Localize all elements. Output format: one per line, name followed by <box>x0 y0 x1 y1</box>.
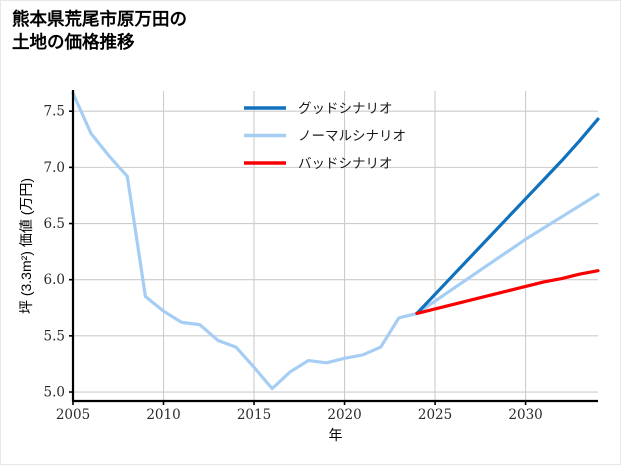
legend-label-バッドシナリオ[interactable]: バッドシナリオ <box>298 156 393 171</box>
y-tick-label-6.5: 6.5 <box>44 216 65 232</box>
series-line-バッドシナリオ <box>415 269 600 315</box>
page-title: 熊本県荒尾市原万田の 土地の価格推移 <box>12 9 187 53</box>
x-tick-label-2020: 2020 <box>327 407 361 423</box>
data-series-layer <box>71 91 600 391</box>
series-line-ノーマルシナリオ <box>71 91 600 391</box>
series-line-グッドシナリオ <box>415 117 600 315</box>
x-tick-label-2005: 2005 <box>56 407 90 423</box>
axis-titles: 年 坪 (3.3m²) 価値 (万円) <box>18 178 343 443</box>
legend-label-グッドシナリオ[interactable]: グッドシナリオ <box>298 101 393 116</box>
tick-labels: 5.0 5.5 6.0 6.5 7.0 7.5 2005 2010 2015 2020 2025 20… <box>44 104 543 423</box>
x-tick-label-2030: 2030 <box>508 407 542 423</box>
y-axis-title: 坪 (3.3m²) 価値 (万円) <box>18 178 34 314</box>
axes <box>69 90 598 405</box>
x-axis-title: 年 <box>329 427 343 443</box>
y-tick-label-5.0: 5.0 <box>44 385 65 401</box>
legend-label-ノーマルシナリオ[interactable]: ノーマルシナリオ <box>298 129 406 144</box>
y-tick-label-6.0: 6.0 <box>44 272 65 288</box>
y-tick-label-5.5: 5.5 <box>44 328 65 344</box>
x-tick-label-2010: 2010 <box>146 407 180 423</box>
y-tick-label-7.0: 7.0 <box>44 160 65 176</box>
y-tick-label-7.5: 7.5 <box>44 104 65 120</box>
x-tick-label-2025: 2025 <box>418 407 452 423</box>
x-tick-label-2015: 2015 <box>237 407 271 423</box>
